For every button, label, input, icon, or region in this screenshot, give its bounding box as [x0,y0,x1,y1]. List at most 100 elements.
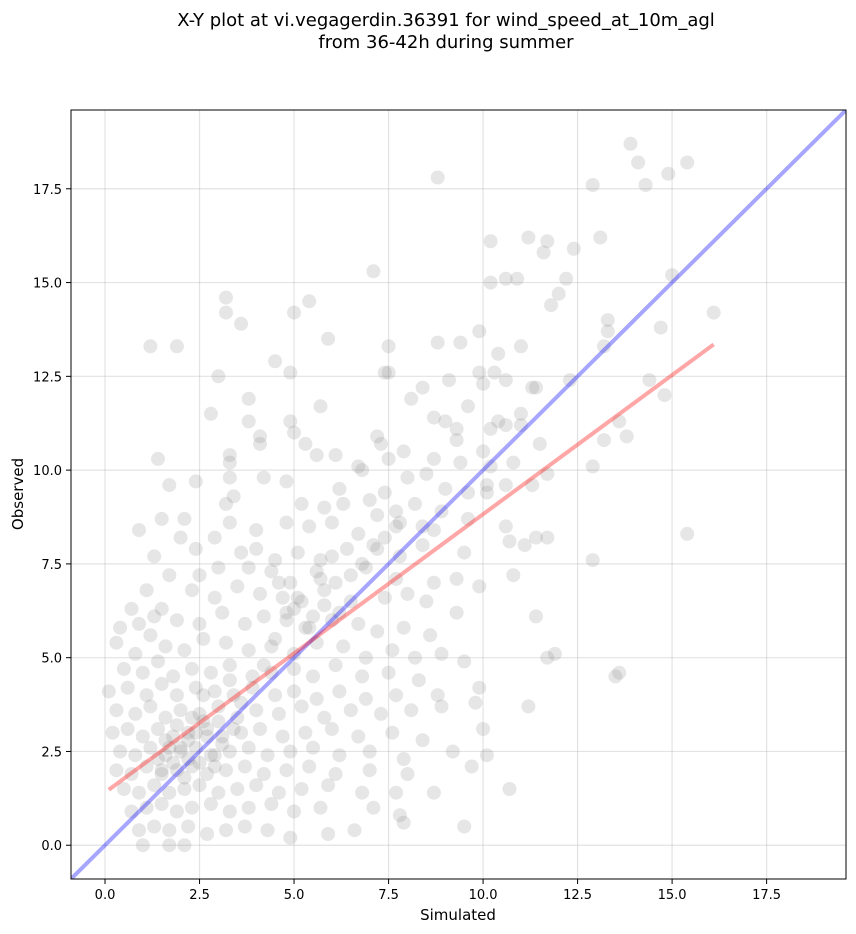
data-point [396,620,411,635]
data-point [309,635,324,650]
data-point [313,571,328,586]
data-point [343,568,358,583]
data-point [464,759,479,774]
data-point [132,823,146,838]
x-tick-label: 7.5 [378,888,399,903]
data-point [279,605,294,620]
data-point [169,613,184,628]
data-point [472,680,487,695]
data-point [449,421,464,436]
data-point [332,605,347,620]
data-point [521,230,536,245]
x-tick-label: 15.0 [658,888,687,903]
data-point [600,313,615,328]
data-point [143,740,158,755]
data-point [222,455,237,470]
data-point [203,665,218,680]
data-point [445,744,460,759]
data-point [472,365,487,380]
data-point [438,414,453,429]
data-point [597,433,611,448]
data-point [283,830,298,845]
data-point [166,669,181,684]
data-point [472,324,487,339]
data-point [377,530,392,545]
data-point [287,661,301,676]
data-point [321,827,336,841]
data-point [192,778,207,793]
data-point [298,436,313,451]
data-point [498,418,513,433]
data-point [116,661,131,676]
data-point [551,286,566,301]
data-point [264,665,279,680]
data-point [222,658,237,673]
data-point [680,155,695,170]
data-point [268,688,283,703]
data-point [147,778,162,793]
data-point [245,680,260,695]
data-point [453,335,468,350]
data-point [211,560,226,575]
data-point [264,564,279,579]
data-point [532,436,547,451]
data-point [181,819,196,834]
data-point [453,455,468,470]
data-point [362,493,377,508]
data-point [128,748,143,763]
data-point [566,241,581,256]
data-point [173,703,188,718]
data-point [294,782,309,796]
data-point [139,759,154,774]
data-point [631,155,646,170]
data-point [132,785,146,800]
data-point [158,733,173,748]
data-point [510,271,525,286]
data-point [600,324,615,339]
data-point [241,391,256,406]
data-point [147,609,162,624]
data-point [177,770,192,785]
data-point [479,748,494,763]
data-point [298,620,313,635]
data-point [351,526,366,541]
data-point [483,234,498,249]
identity-line [71,110,846,879]
data-point [124,601,139,616]
data-point [529,530,543,545]
data-point [483,421,498,436]
data-point [457,654,472,669]
y-tick-label: 0.0 [41,839,62,854]
data-point [680,526,695,541]
data-point [377,485,392,500]
data-point [245,669,260,684]
data-point [302,294,317,309]
data-point [215,729,230,744]
data-point [101,684,116,699]
data-point [513,406,528,421]
data-point [306,609,320,624]
data-point [188,541,203,556]
data-point [328,575,343,590]
data-point [351,616,366,631]
data-point [612,414,627,429]
data-point [219,290,233,305]
scatter-points [101,136,721,853]
x-tick-label: 2.5 [189,888,210,903]
data-point [207,748,222,763]
data-point [351,459,366,474]
x-tick-label: 5.0 [284,888,305,903]
data-point [219,823,233,838]
data-point [154,601,169,616]
data-point [374,436,388,451]
data-point [332,481,347,496]
y-axis-label: Observed [9,458,27,530]
data-point [222,804,237,819]
data-point [219,763,233,778]
data-point [207,530,222,545]
data-point [185,583,199,598]
data-point [381,451,396,466]
data-point [540,234,555,249]
data-point [381,665,396,680]
